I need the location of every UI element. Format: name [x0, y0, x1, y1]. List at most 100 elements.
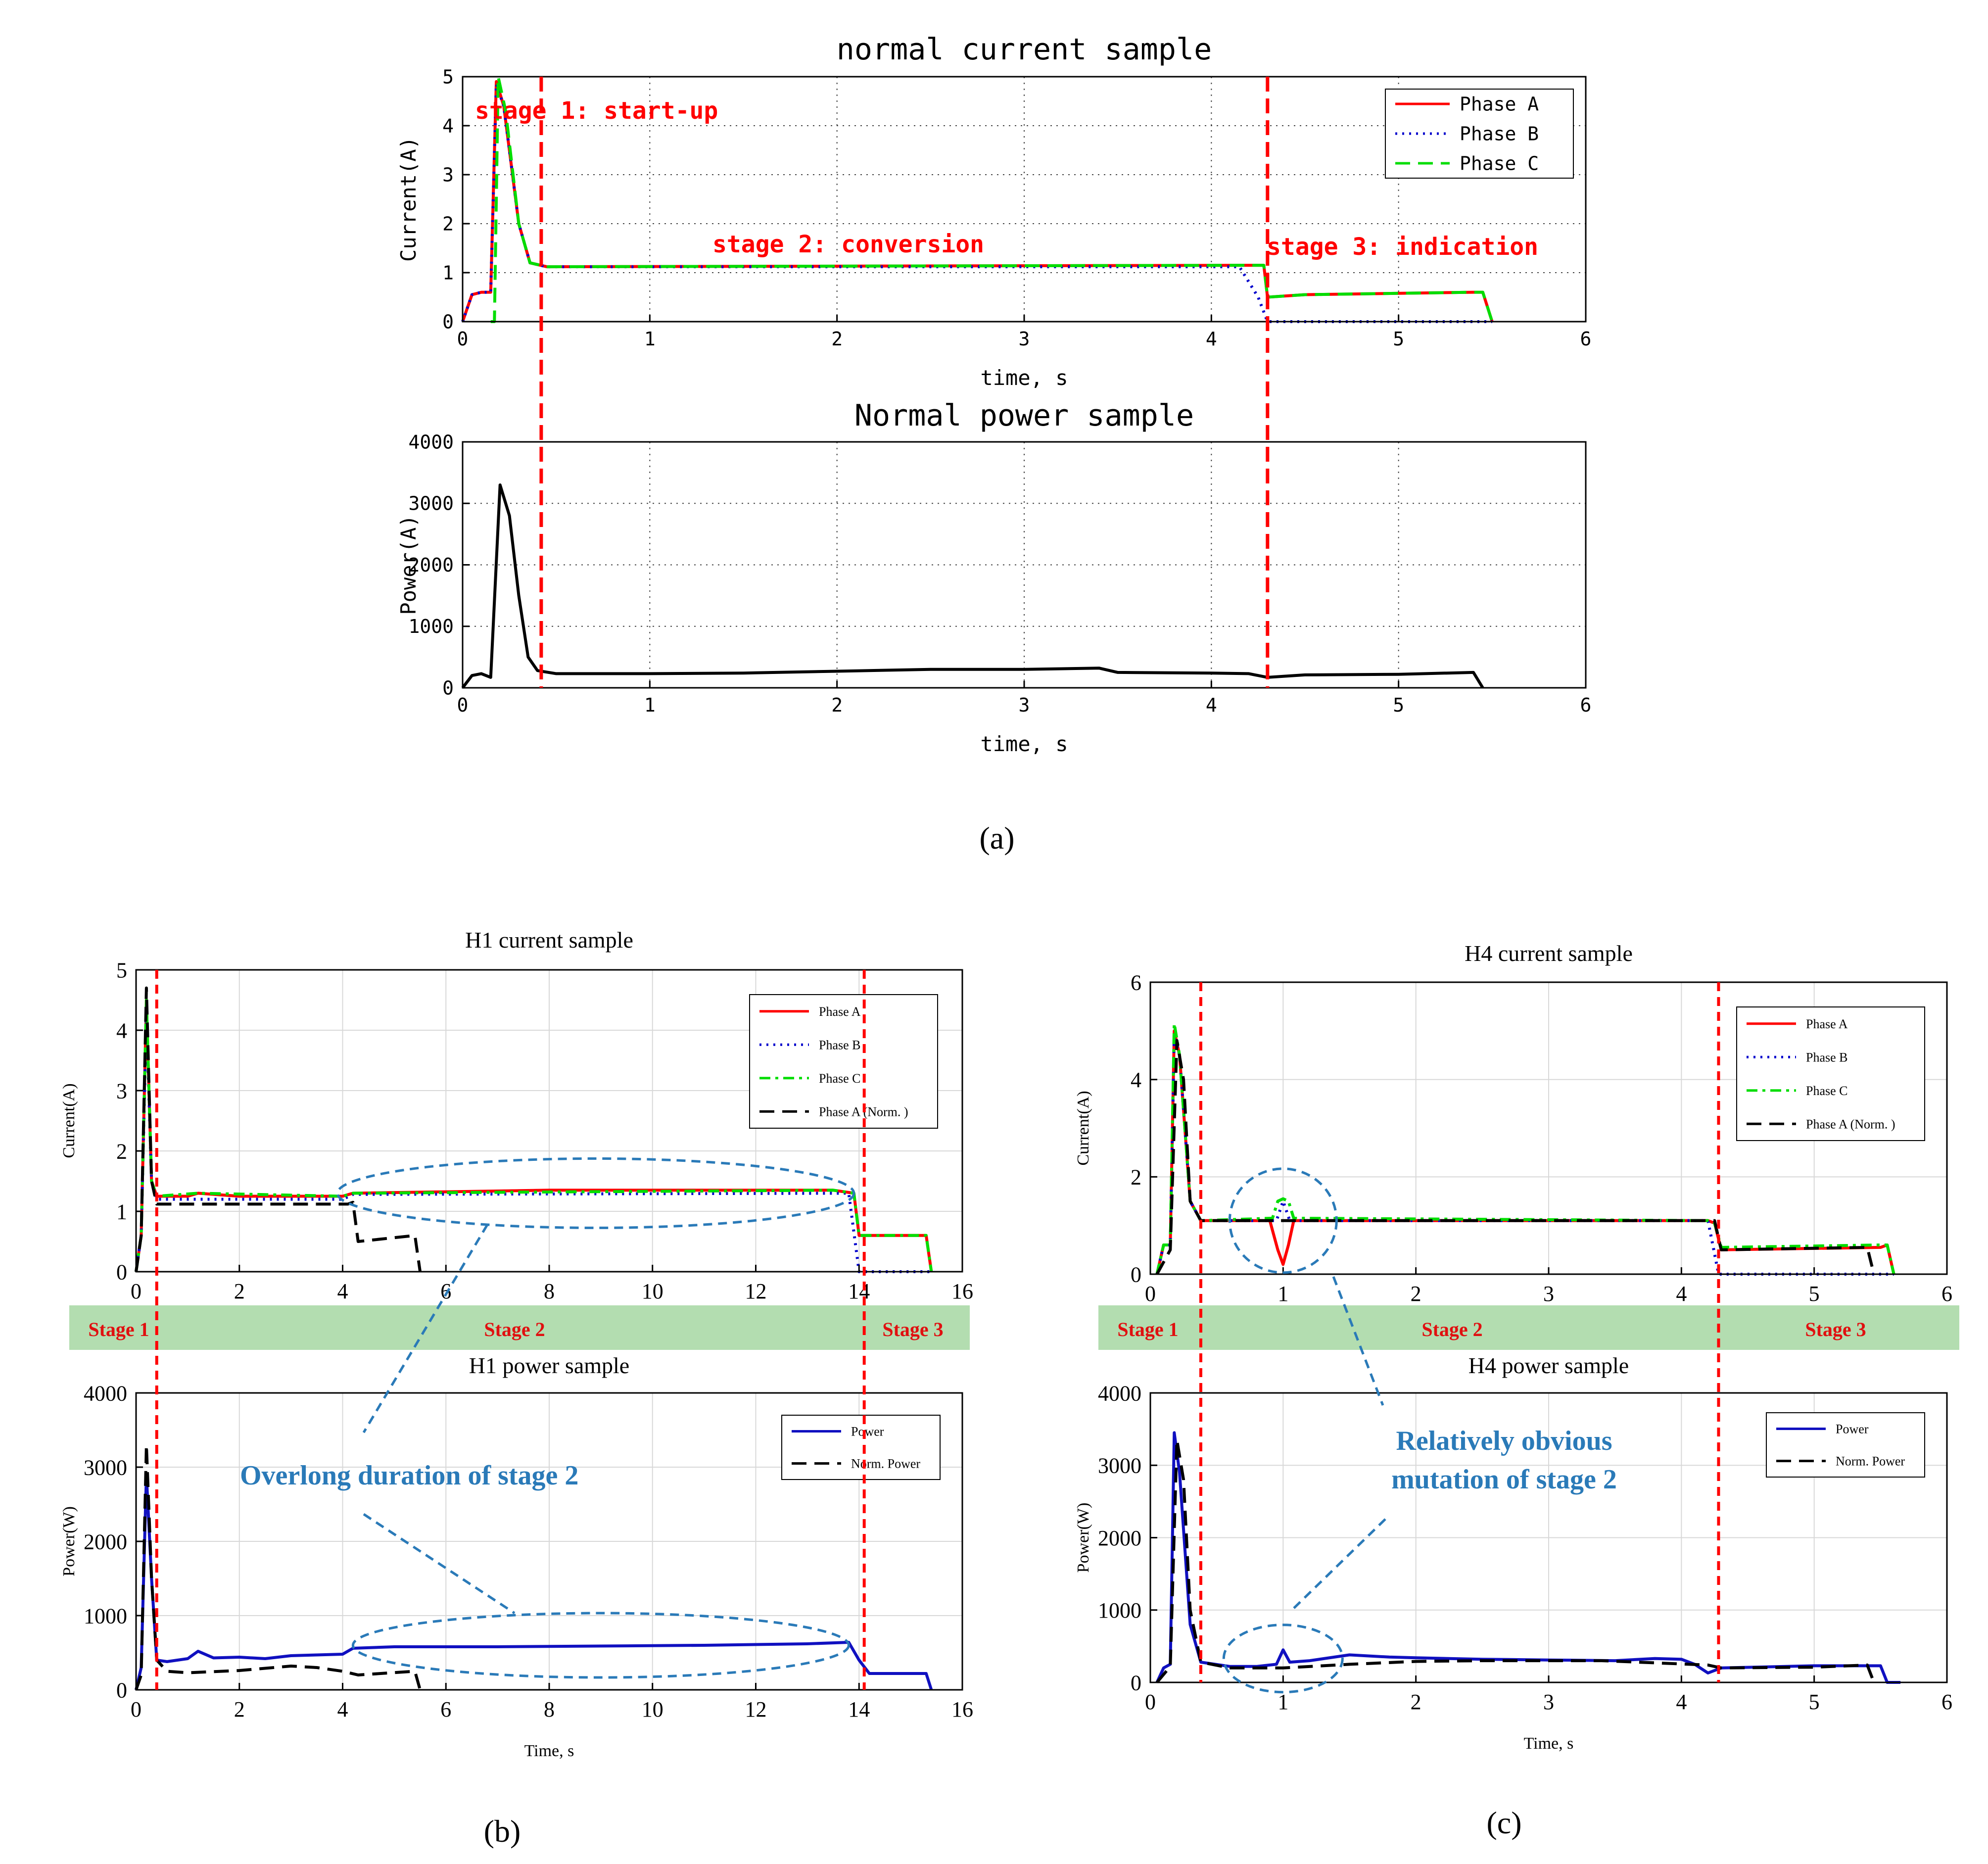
a_current-xtick-label: 1: [644, 328, 656, 350]
b_power-legend: Power Norm. Power: [781, 1415, 941, 1480]
c_current-legend-box: [1736, 1006, 1925, 1141]
a_current-legend-label: Phase B: [1460, 123, 1539, 144]
b-annotation-connector-top: [362, 1224, 489, 1434]
c-power-highlight-ellipse: [1222, 1624, 1344, 1694]
c_power-xtick-label: 5: [1809, 1690, 1820, 1714]
b_power-ytick-label: 4000: [84, 1381, 127, 1405]
a_power-xlabel: time, s: [980, 732, 1068, 756]
label-c: (c): [1486, 1805, 1521, 1840]
c-annotation-connector-top: [1332, 1276, 1384, 1406]
b_power-ytick-label: 1000: [84, 1604, 127, 1628]
b_current-ytick-label: 5: [116, 958, 127, 982]
b_power-legend-label: Norm. Power: [851, 1457, 920, 1471]
b_current-xtick-label: 2: [234, 1279, 245, 1303]
c_power-xtick-label: 6: [1941, 1690, 1952, 1714]
c_current-ytick-label: 0: [1131, 1262, 1141, 1287]
b_current-xtick-label: 10: [642, 1279, 663, 1303]
c_power-title: H4 power sample: [1468, 1353, 1629, 1378]
c_current-legend-label: Phase A: [1806, 1017, 1848, 1031]
c_power-legend-label: Power: [1836, 1422, 1869, 1436]
a_current-xtick-label: 5: [1393, 328, 1404, 350]
b_power-xtick-label: 12: [745, 1697, 767, 1721]
c_power-xtick-label: 0: [1145, 1690, 1156, 1714]
b-power-highlight-ellipse: [351, 1612, 850, 1679]
a-stage2-label: stage 2: conversion: [712, 231, 984, 258]
c_current-legend-label: Phase C: [1806, 1084, 1848, 1098]
a_power-plot-bg: [463, 442, 1586, 688]
b_power-series-norm-power: [135, 1443, 422, 1690]
c_current-title: H4 current sample: [1465, 941, 1633, 966]
c_current-ytick-label: 4: [1131, 1068, 1141, 1092]
b_power-title: H1 power sample: [469, 1353, 629, 1378]
b-current-highlight-ellipse: [336, 1157, 855, 1229]
b_power-xtick-label: 10: [642, 1697, 663, 1721]
b_power-xlabel: Time, s: [524, 1742, 574, 1760]
label-a: (a): [979, 820, 1014, 856]
a_power-ytick-label: 4000: [408, 431, 454, 453]
b_power-xtick-label: 2: [234, 1697, 245, 1721]
b_current-legend-box: [749, 994, 938, 1129]
b_current-xtick-label: 14: [848, 1279, 870, 1303]
a_current-ytick-label: 3: [442, 164, 454, 186]
a_current-legend-label: Phase A: [1460, 93, 1539, 115]
c_power-xtick-label: 2: [1411, 1690, 1421, 1714]
b_power-legend-label: Power: [851, 1425, 884, 1439]
a_current-legend-label: Phase C: [1460, 152, 1539, 174]
b_current-ytick-label: 4: [116, 1018, 127, 1043]
b_current-xtick-label: 16: [951, 1279, 973, 1303]
c_power-ytick-label: 4000: [1098, 1381, 1141, 1405]
b_current-series-phase-b: [135, 1010, 932, 1273]
b-stage-band: [69, 1305, 970, 1350]
b-stage-band-2: Stage 2: [484, 1318, 545, 1340]
c-stage-band-1: Stage 1: [1117, 1318, 1178, 1340]
b_power-xtick-label: 8: [544, 1697, 555, 1721]
c_current-xtick-label: 6: [1941, 1282, 1952, 1306]
b_current-ytick-label: 3: [116, 1079, 127, 1103]
b_power-ylabel: Power(W): [60, 1506, 78, 1577]
c_power-ytick-label: 2000: [1098, 1526, 1141, 1550]
b_power-chart: 0 2 4 6 8 10 12 14 16 0 1000 2000 3000 4000 H1 power s…: [60, 1353, 973, 1760]
a_current-xtick-label: 2: [831, 328, 843, 350]
a_power-ylabel: Power(A): [396, 515, 421, 615]
c_power-series-power: [1155, 1431, 1901, 1684]
b_current-xtick-label: 6: [440, 1279, 451, 1303]
c-annotation-line1: Relatively obvious: [1396, 1426, 1612, 1456]
b_power-legend-box: [781, 1415, 941, 1480]
c-stage-band-3: Stage 3: [1805, 1318, 1866, 1340]
c_power-ylabel: Power(W): [1074, 1503, 1092, 1573]
c_power-ytick-label: 0: [1131, 1671, 1141, 1695]
c_current-series-phase-a-norm: [1155, 1039, 1876, 1275]
a_power-xtick-label: 6: [1580, 694, 1592, 716]
c_power-ytick-label: 3000: [1098, 1454, 1141, 1478]
b_current-ytick-label: 2: [116, 1139, 127, 1163]
a_current-xtick-label: 0: [457, 328, 469, 350]
c-stage-band: [1098, 1305, 1959, 1350]
b-stage-band-3: Stage 3: [882, 1318, 943, 1340]
c_power-ytick-label: 1000: [1098, 1598, 1141, 1623]
b_current-ylabel: Current(A): [60, 1083, 78, 1158]
a_power-title: Normal power sample: [854, 398, 1194, 433]
a_current-ytick-label: 2: [442, 213, 454, 235]
a_power-xtick-label: 4: [1206, 694, 1217, 716]
a_power-xtick-label: 5: [1393, 694, 1404, 716]
c_current-ytick-label: 6: [1131, 970, 1141, 995]
overlays-layer: [155, 77, 1720, 1694]
a_power-series-power: [461, 483, 1484, 689]
b_power-xtick-label: 16: [951, 1697, 973, 1721]
b_power-xtick-label: 14: [848, 1697, 870, 1721]
a_current-ylabel: Current(A): [396, 137, 421, 262]
c_current-legend-label: Phase B: [1806, 1050, 1848, 1064]
b_current-legend-label: Phase B: [819, 1038, 861, 1052]
a_power-chart: 0 1 2 3 4 5 6 0 1000 2000 3000 4000 Normal power sam…: [396, 398, 1591, 756]
c_current-series-phase-c: [1155, 1022, 1895, 1275]
c_power-xtick-label: 3: [1543, 1690, 1554, 1714]
b_current-xtick-label: 12: [745, 1279, 767, 1303]
c_current-xtick-label: 3: [1543, 1282, 1554, 1306]
a_power-ytick-label: 1000: [408, 616, 454, 637]
b_current-series-phase-a-norm: [135, 986, 422, 1272]
a_power-xtick-label: 2: [831, 694, 843, 716]
c_current-ytick-label: 2: [1131, 1165, 1141, 1190]
